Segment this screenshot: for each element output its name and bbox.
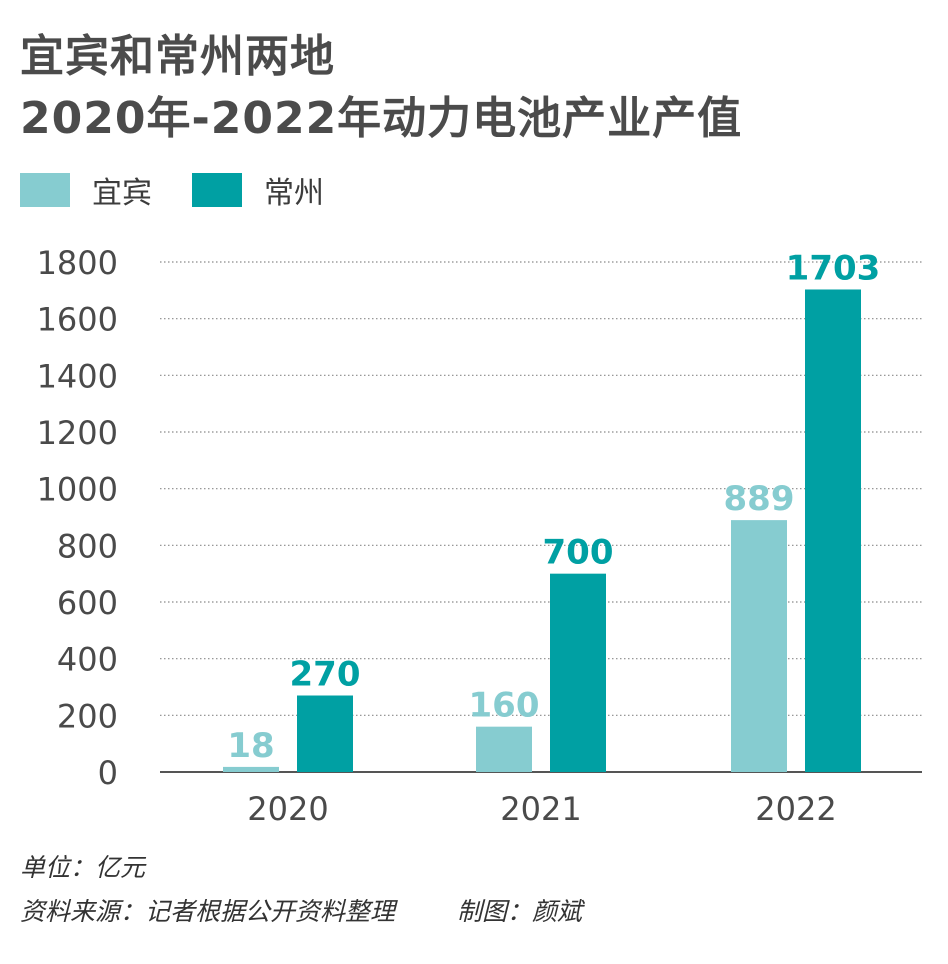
legend-label-changzhou: 常州 bbox=[264, 176, 324, 211]
y-tick-label-2: 400 bbox=[57, 641, 118, 679]
y-tick-label-6: 1200 bbox=[37, 414, 118, 452]
bar-yibin-2022 bbox=[731, 520, 787, 772]
credit-note: 制图：颜斌 bbox=[457, 897, 583, 926]
data-label-changzhou-2020: 270 bbox=[290, 655, 361, 695]
y-tick-label-0: 0 bbox=[98, 754, 118, 792]
chart-title-line2: 2020年-2022年动力电池产业产值 bbox=[20, 93, 743, 144]
legend-swatch-yibin bbox=[20, 173, 70, 207]
y-tick-label-7: 1400 bbox=[37, 357, 118, 395]
y-tick-label-9: 1800 bbox=[37, 244, 118, 282]
legend-item-changzhou: 常州 bbox=[192, 168, 324, 212]
legend: 宜宾 常州 bbox=[20, 168, 364, 212]
x-tick-label-2020: 2020 bbox=[247, 790, 328, 828]
data-label-yibin-2020: 18 bbox=[227, 726, 274, 766]
legend-label-yibin: 宜宾 bbox=[92, 176, 152, 211]
x-tick-label-2021: 2021 bbox=[500, 790, 581, 828]
y-tick-label-4: 800 bbox=[57, 527, 118, 565]
data-label-yibin-2021: 160 bbox=[469, 686, 540, 726]
data-label-changzhou-2021: 700 bbox=[543, 533, 614, 573]
bar-changzhou-2020 bbox=[297, 695, 353, 772]
x-tick-label-2022: 2022 bbox=[755, 790, 836, 828]
legend-swatch-changzhou bbox=[192, 173, 242, 207]
legend-item-yibin: 宜宾 bbox=[20, 168, 152, 212]
y-tick-label-3: 600 bbox=[57, 584, 118, 622]
data-label-changzhou-2022: 1703 bbox=[786, 248, 881, 288]
y-tick-label-8: 1600 bbox=[37, 301, 118, 339]
bar-yibin-2020 bbox=[223, 766, 279, 772]
bar-yibin-2021 bbox=[476, 726, 532, 772]
data-label-yibin-2022: 889 bbox=[724, 479, 795, 519]
bar-changzhou-2022 bbox=[805, 289, 861, 772]
chart-title-line1: 宜宾和常州两地 bbox=[20, 31, 335, 82]
y-tick-label-1: 200 bbox=[57, 697, 118, 735]
unit-note: 单位：亿元 bbox=[20, 853, 146, 882]
bar-changzhou-2021 bbox=[550, 573, 606, 772]
source-note: 资料来源：记者根据公开资料整理 bbox=[20, 897, 396, 926]
y-tick-label-5: 1000 bbox=[37, 471, 118, 509]
footer-notes: 资料来源：记者根据公开资料整理 制图：颜斌 bbox=[20, 892, 582, 928]
